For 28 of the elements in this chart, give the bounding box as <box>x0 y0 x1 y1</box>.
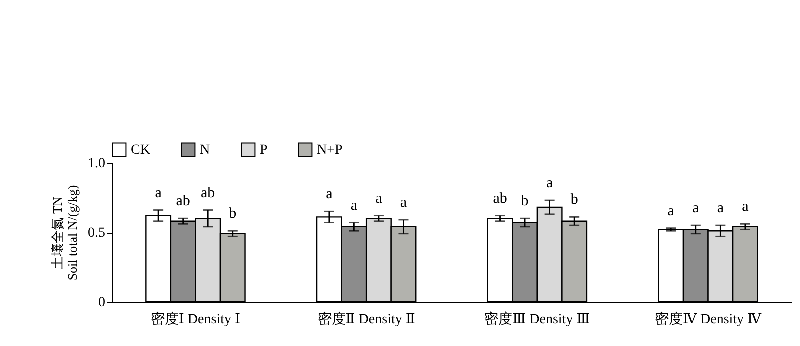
legend-label: N <box>200 142 210 158</box>
legend-label: CK <box>131 142 150 158</box>
annotation: a <box>326 186 334 203</box>
annotation: a <box>546 176 554 192</box>
annotation: a <box>668 203 675 220</box>
x-tick-label: 密度Ⅱ Density Ⅱ <box>318 312 416 328</box>
annotation: b <box>521 194 529 210</box>
annotation: a <box>350 198 358 214</box>
annotation: a <box>717 200 724 217</box>
annotation: b <box>229 206 237 222</box>
legend-label: P <box>260 142 268 158</box>
y-axis-title: 土壤全氮 TN Soil total N/(g/kg) <box>50 185 80 281</box>
annotation: a <box>376 190 383 207</box>
annotation: a <box>400 194 408 211</box>
annotation: b <box>570 192 578 208</box>
annotation: ab <box>176 194 190 210</box>
y-tick-label: 0 <box>98 296 106 310</box>
x-tick-label: 密度Ⅳ Density Ⅳ <box>655 312 763 328</box>
annotation: a <box>742 199 750 216</box>
annotation: a <box>155 185 162 202</box>
y-tick-label: 0.5 <box>88 226 106 241</box>
x-tick-label: 密度Ⅲ Density Ⅲ <box>484 312 590 328</box>
annotation: ab <box>493 190 508 207</box>
y-tick-label: 1.0 <box>88 156 106 172</box>
legend-label: N+P <box>317 142 344 158</box>
x-tick-label: 密度Ⅰ Density Ⅰ <box>150 312 241 328</box>
annotation: ab <box>201 185 216 202</box>
annotation: a <box>692 200 700 217</box>
